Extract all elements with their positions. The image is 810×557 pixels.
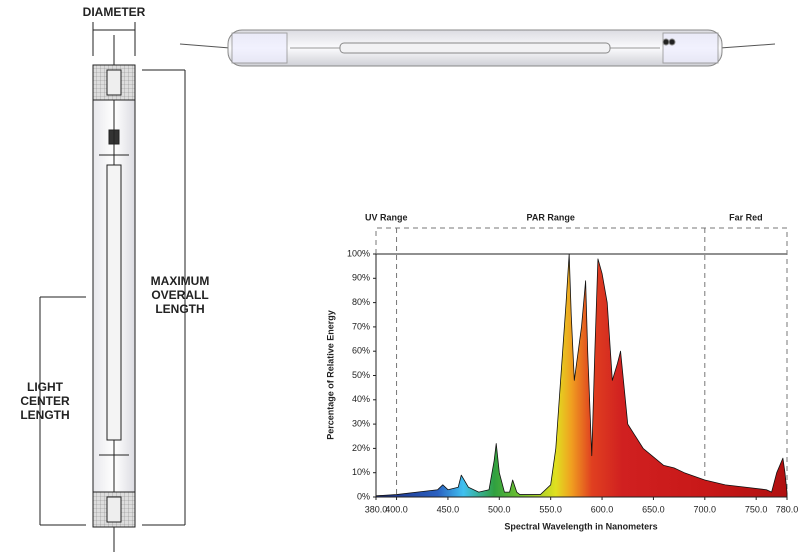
x-tick-label: 400.0 <box>385 504 408 514</box>
y-tick-label: 100% <box>347 248 370 258</box>
y-tick-label: 10% <box>352 467 370 477</box>
overall-label: OVERALL <box>151 288 208 302</box>
x-tick-label: 550.0 <box>539 504 562 514</box>
x-tick-label: 380.0 <box>365 504 388 514</box>
region-label: Far Red <box>729 212 763 222</box>
diameter-label: DIAMETER <box>83 5 146 19</box>
x-tick-label: 780.0 <box>776 504 799 514</box>
region-frame <box>375 227 788 497</box>
x-tick-label: 700.0 <box>694 504 717 514</box>
x-tick-label: 650.0 <box>642 504 665 514</box>
y-tick-label: 60% <box>352 346 370 356</box>
y-tick-label: 20% <box>352 443 370 453</box>
lamp-photo <box>179 29 776 67</box>
y-tick-label: 90% <box>352 273 370 283</box>
x-tick-label: 600.0 <box>591 504 614 514</box>
center-label: LENGTH <box>20 408 69 422</box>
x-axis-label: Spectral Wavelength in Nanometers <box>504 521 657 531</box>
region-label: UV Range <box>365 212 408 222</box>
y-tick-label: 30% <box>352 418 370 428</box>
spectrum-area <box>375 253 788 498</box>
x-tick-label: 500.0 <box>488 504 511 514</box>
center-label: LIGHT <box>27 380 64 394</box>
region-label: PAR Range <box>527 212 575 222</box>
y-tick-label: 0% <box>357 491 370 501</box>
x-tick-label: 750.0 <box>745 504 768 514</box>
y-axis-label: Percentage of Relative Energy <box>325 310 335 440</box>
y-tick-label: 70% <box>352 321 370 331</box>
lamp-drawing <box>39 22 186 552</box>
y-tick-label: 40% <box>352 394 370 404</box>
overall-label: MAXIMUM <box>151 274 210 288</box>
center-label: CENTER <box>20 394 70 408</box>
x-tick-label: 450.0 <box>437 504 460 514</box>
y-tick-label: 50% <box>352 370 370 380</box>
y-tick-label: 80% <box>352 297 370 307</box>
overall-label: LENGTH <box>155 302 204 316</box>
